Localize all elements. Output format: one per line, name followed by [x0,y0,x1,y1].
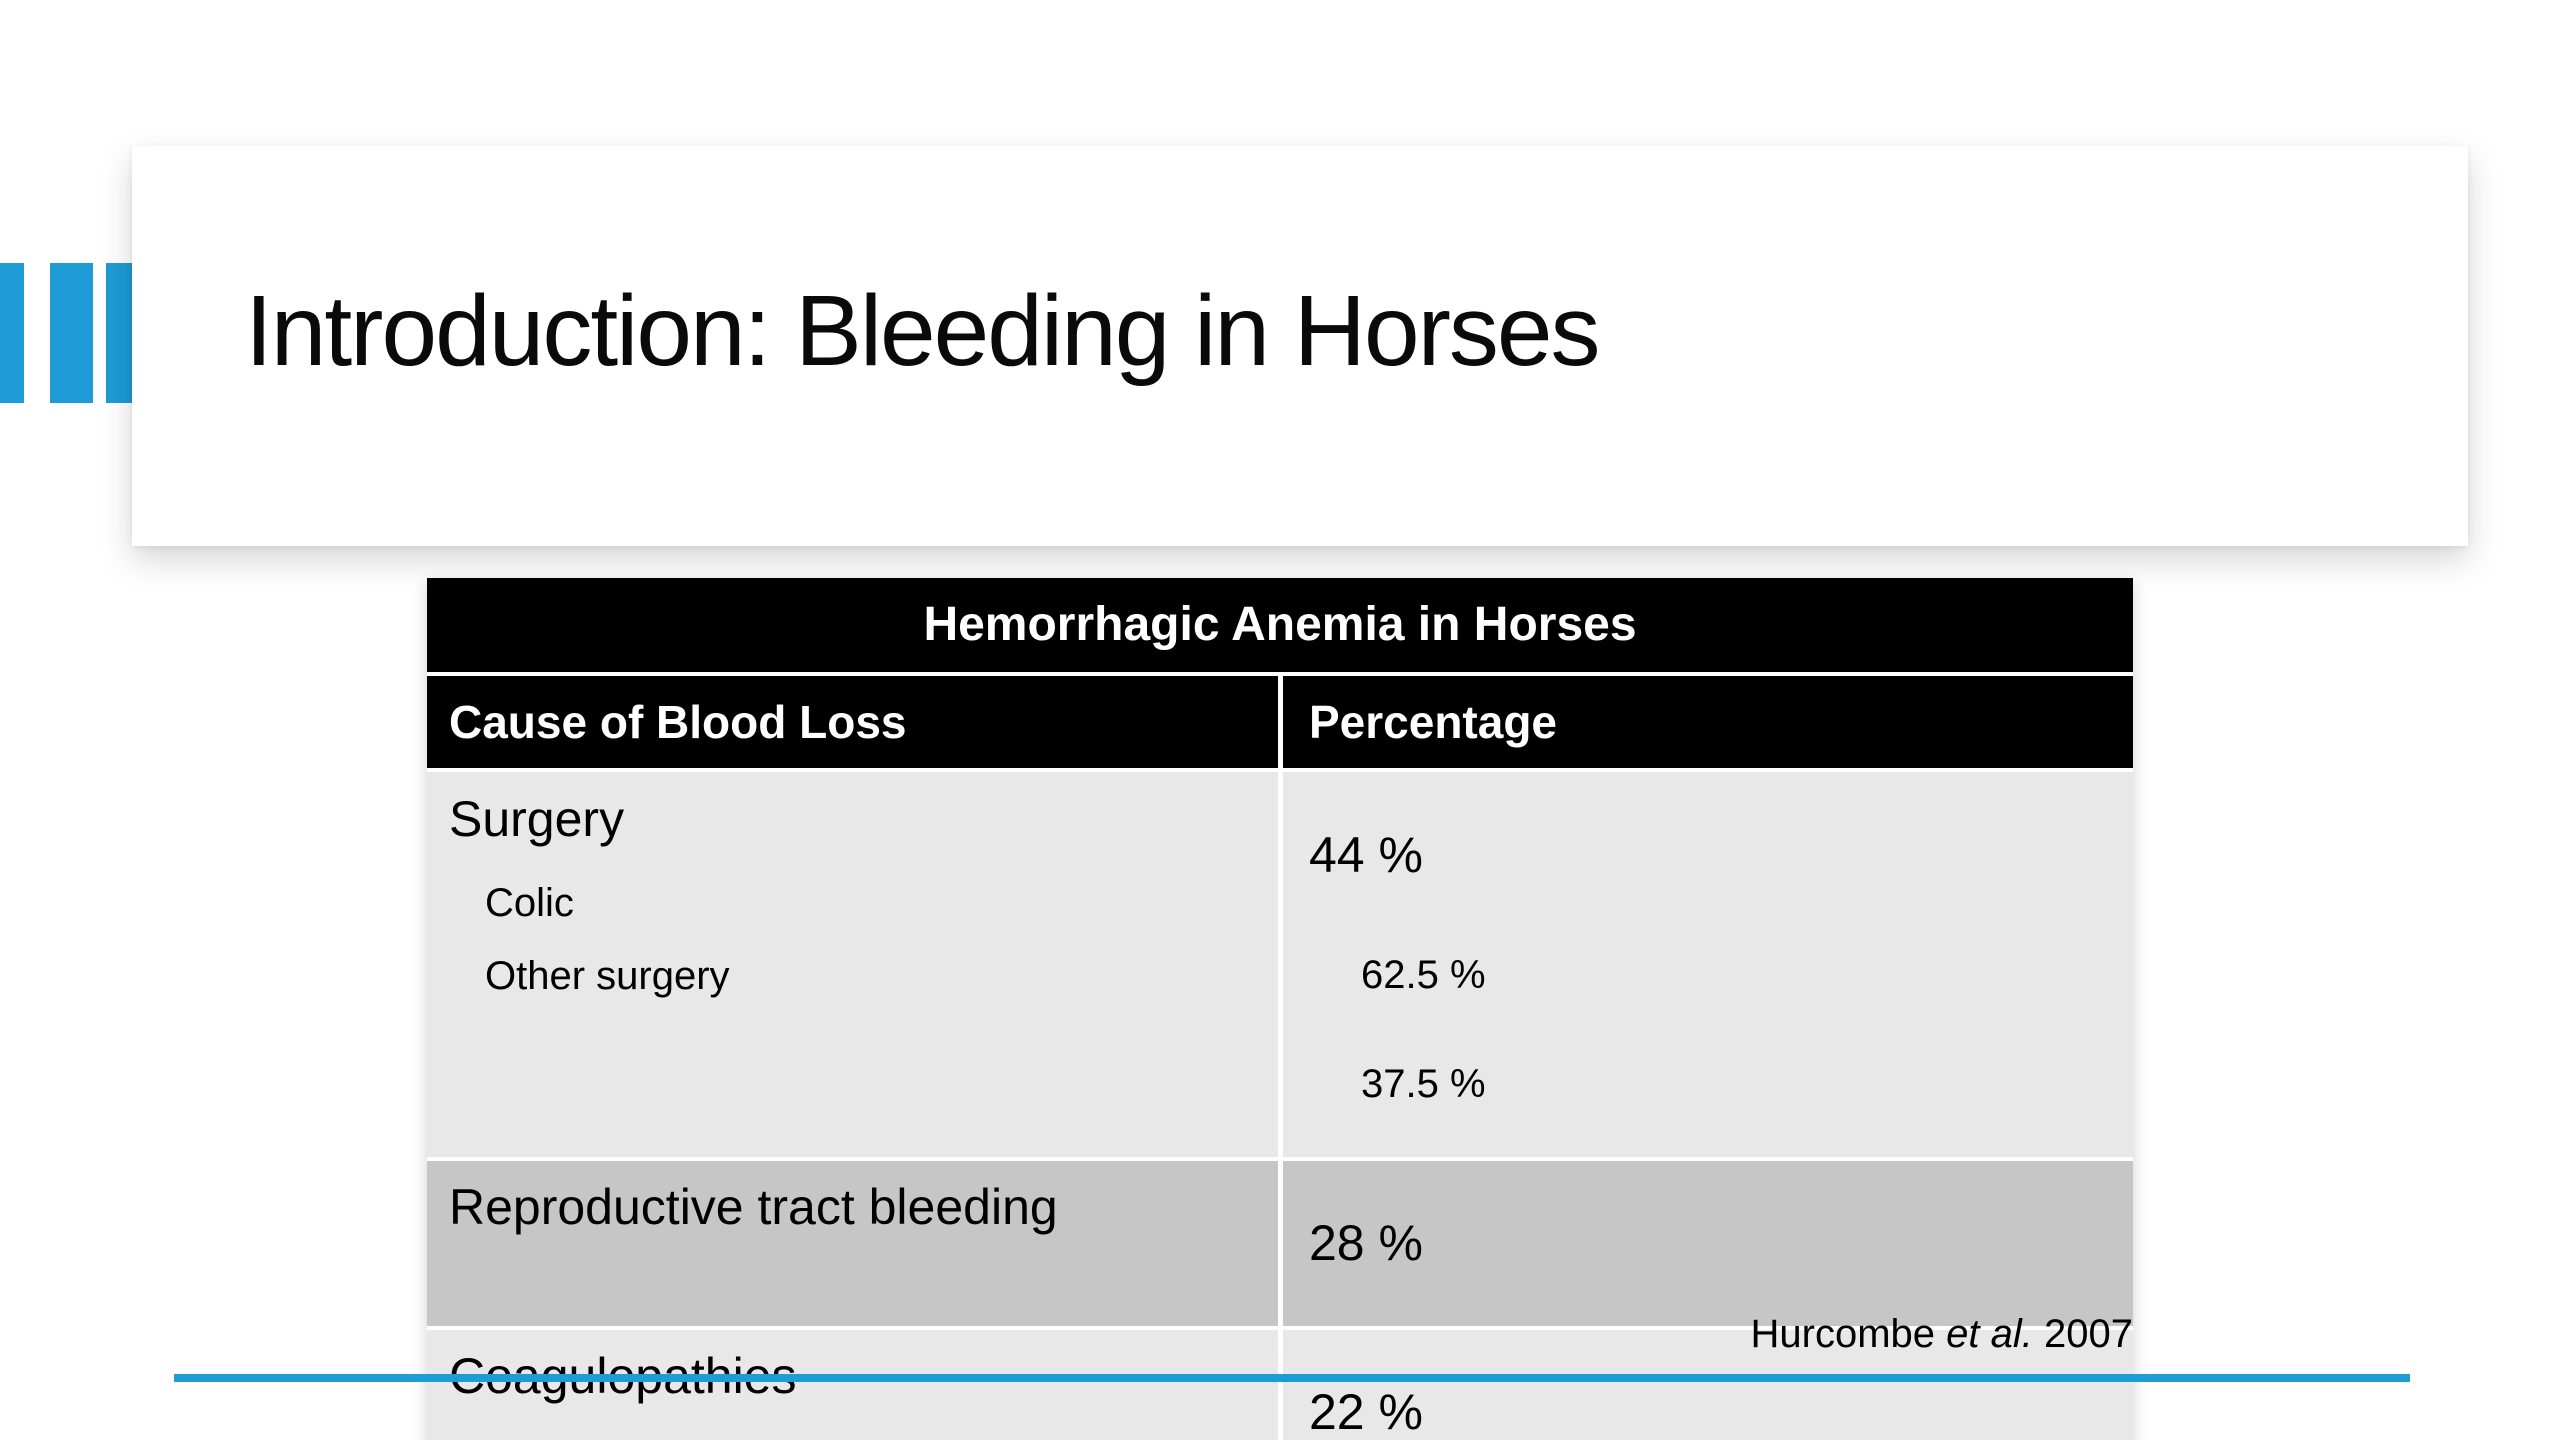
column-header-cause: Cause of Blood Loss [427,676,1283,768]
pct-reproductive: 28 % [1309,1215,1423,1271]
hemorrhagic-anemia-table: Hemorrhagic Anemia in Horses Cause of Bl… [427,578,2133,1440]
table-row-coagulopathies: Coagulopathies 22 % [427,1326,2133,1440]
bottom-accent-line [174,1374,2410,1382]
cell-cause-coagulopathies: Coagulopathies [427,1330,1283,1440]
accent-bar-1 [0,263,24,403]
pct-colic: 62.5 % [1361,953,1486,997]
table-header-row: Cause of Blood Loss Percentage [427,672,2133,768]
cause-other-surgery: Other surgery [485,954,730,998]
citation-author: Hurcombe [1750,1312,1936,1356]
slide-title: Introduction: Bleeding in Horses [245,275,1600,387]
cause-colic: Colic [485,881,574,925]
cell-pct-surgery: 44 % 62.5 % 37.5 % [1283,772,2133,1157]
pct-other-surgery: 37.5 % [1361,1062,1486,1106]
column-header-percentage: Percentage [1309,696,1558,748]
accent-bar-2 [50,263,93,403]
cause-surgery: Surgery [449,791,625,847]
pct-coagulopathies: 22 % [1309,1384,1423,1440]
cause-reproductive: Reproductive tract bleeding [449,1179,1058,1235]
citation-etal: et al. [1946,1312,2033,1356]
table-title: Hemorrhagic Anemia in Horses [427,578,2133,672]
cell-pct-coagulopathies: 22 % [1283,1330,2133,1440]
table-row-surgery: Surgery Colic Other surgery 44 % 62.5 % … [427,768,2133,1157]
cell-pct-reproductive: 28 % [1283,1161,2133,1326]
citation-year: 2007 [2044,1312,2133,1356]
citation: Hurcombe et al. 2007 [1751,1312,2133,1357]
title-card: Introduction: Bleeding in Horses [132,146,2468,546]
table-row-reproductive: Reproductive tract bleeding 28 % [427,1157,2133,1326]
cell-cause-surgery: Surgery Colic Other surgery [427,772,1283,1157]
pct-surgery: 44 % [1309,827,1423,883]
cell-cause-reproductive: Reproductive tract bleeding [427,1161,1283,1326]
